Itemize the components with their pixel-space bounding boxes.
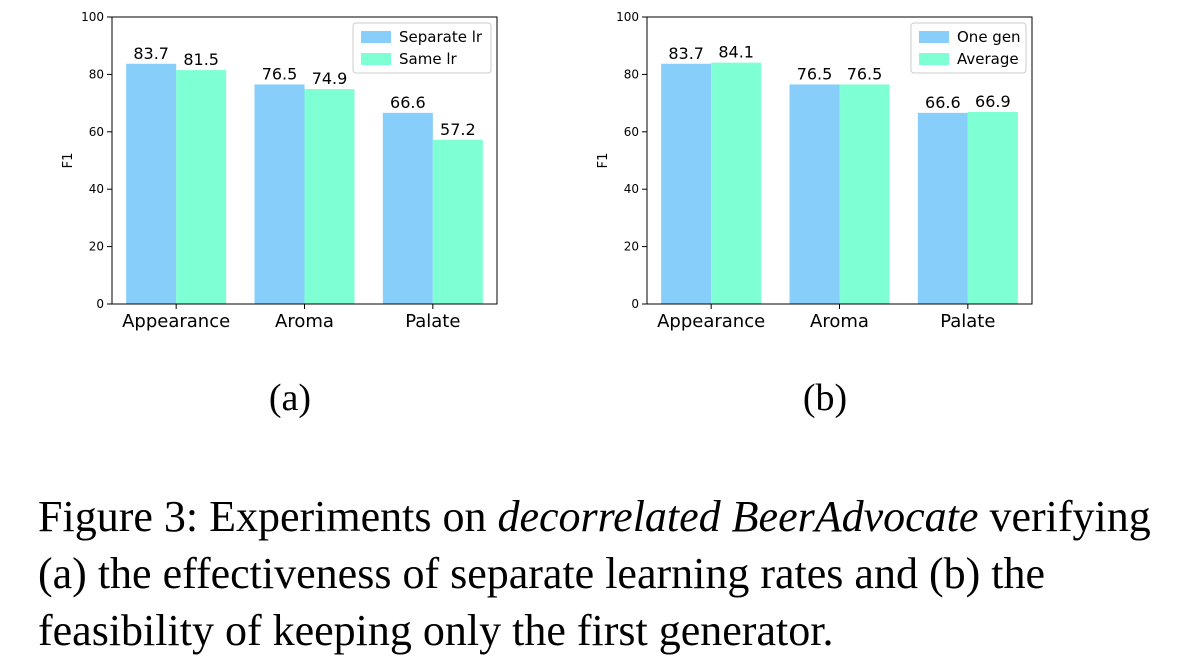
legend-label: Separate lr [399,28,483,46]
y-tick-label: 60 [624,125,639,139]
subfigure-label: (a) [269,377,311,419]
legend-label: One gen [957,28,1021,46]
data-label: 81.5 [183,50,219,69]
figure-caption: Figure 3: Experiments on decorrelated Be… [38,488,1168,659]
data-label: 83.7 [133,44,169,63]
caption-emphasis: decorrelated BeerAdvocate [497,492,979,541]
bar [382,112,433,304]
y-axis-title: F1 [596,153,611,169]
legend-label: Average [957,50,1019,68]
data-label: 74.9 [312,69,348,88]
y-tick-label: 80 [89,67,104,81]
data-label: 66.9 [975,92,1011,111]
chart-panel-b: 83.7 76.5 66.6 84.1 76.5 66.9 0 20 40 60 80 100 Appe… [596,10,1033,419]
bar [917,112,968,304]
subfigure-label: (b) [803,377,847,419]
bar [839,84,890,304]
bar [789,84,840,304]
y-tick-label: 20 [624,240,639,254]
caption-suffix: verifying (a) the effectiveness of separ… [38,492,1151,655]
x-tick-label: Aroma [810,311,869,332]
chart-panel-a: 83.7 76.5 66.6 81.5 74.9 57.2 0 20 40 60 80 100 Appe… [61,10,498,419]
y-tick-label: 100 [616,10,639,24]
bar [126,63,177,304]
y-tick-label: 40 [89,182,104,196]
y-tick-label: 0 [96,297,104,311]
legend-label: Same lr [399,50,457,68]
data-label: 57.2 [440,120,476,139]
legend-swatch [361,53,391,65]
x-tick-label: Aroma [275,311,334,332]
bar [711,62,762,305]
y-tick-label: 100 [81,10,104,24]
data-label: 76.5 [797,64,833,83]
bar [254,84,305,304]
data-label: 66.6 [925,93,961,112]
bar [432,139,483,304]
data-label: 76.5 [847,64,883,83]
legend-swatch [361,31,391,43]
bar [304,89,355,304]
data-label: 76.5 [262,64,298,83]
data-label: 66.6 [390,93,426,112]
data-label: 83.7 [668,44,704,63]
bar [661,63,712,304]
x-tick-label: Appearance [657,311,765,332]
data-label: 84.1 [718,43,754,62]
y-tick-label: 20 [89,240,104,254]
y-tick-label: 80 [624,67,639,81]
y-axis-title: F1 [61,153,76,169]
y-tick-label: 60 [89,125,104,139]
caption-prefix: Figure 3: Experiments on [38,492,498,541]
y-tick-label: 0 [631,297,639,311]
bar [176,70,227,304]
x-tick-label: Palate [940,311,995,332]
legend-swatch [919,31,949,43]
y-tick-label: 40 [624,182,639,196]
bar [967,111,1018,304]
x-tick-label: Palate [405,311,460,332]
legend-swatch [919,53,949,65]
x-tick-label: Appearance [122,311,230,332]
charts-canvas: 83.7 76.5 66.6 81.5 74.9 57.2 0 20 40 60 80 100 Appe… [61,10,1033,419]
